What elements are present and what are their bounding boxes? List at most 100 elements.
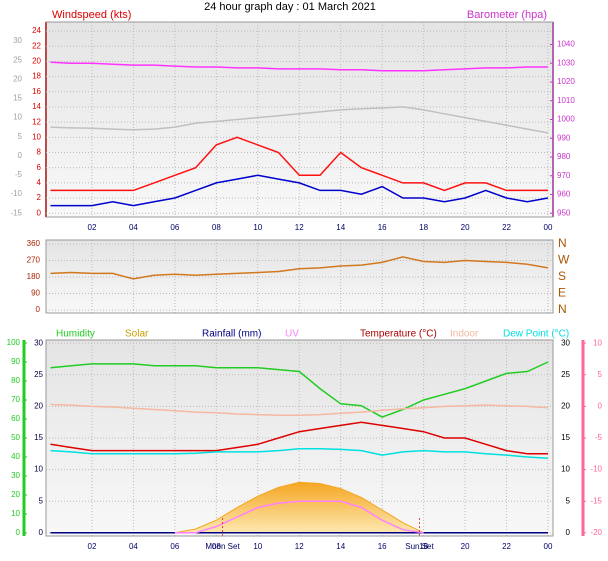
chart-title: 24 hour graph day : 01 March 2021 [204, 1, 376, 13]
x-tick-label: 00 [544, 223, 553, 232]
legend-label: Rainfall (mm) [202, 329, 261, 340]
y-tick-label: 90 [31, 289, 40, 298]
y-tick-label: 5 [39, 496, 44, 505]
y4-tick-label: 10 [561, 465, 570, 474]
y3-tick-label: 10 [11, 509, 20, 518]
y2-tick-label: N [558, 236, 567, 250]
y-tick-label: 30 [34, 338, 43, 347]
y2-tick-label: 1010 [557, 96, 575, 105]
line [174, 500, 424, 534]
y-tick-label: 2 [37, 193, 42, 202]
y2-tick-label: -15 [590, 496, 602, 505]
y3-tick-label: 20 [11, 490, 20, 499]
y-tick-label: 360 [27, 239, 41, 248]
y2-tick-label: 960 [557, 190, 571, 199]
y2-tick-label: -20 [590, 528, 602, 537]
annotation: Sun Set [405, 542, 434, 551]
y-tick-label: 0 [36, 305, 41, 314]
y3-tick-label: -15 [10, 208, 22, 217]
x-tick-label: 00 [544, 542, 553, 551]
plot-frame [45, 21, 554, 218]
y3-tick-label: 60 [11, 414, 20, 423]
y3-tick-label: 100 [7, 338, 21, 347]
y4-tick-label: 30 [561, 338, 570, 347]
y3-tick-label: 20 [13, 74, 22, 83]
x-tick-label: 10 [253, 542, 262, 551]
y-tick-label: 180 [27, 272, 41, 281]
y2-tick-label: 980 [557, 152, 571, 161]
y-tick-label: 24 [32, 26, 41, 35]
y-axis-label: Windspeed (kts) [52, 9, 131, 21]
y2-tick-label: 970 [557, 171, 571, 180]
y4-tick-label: 20 [561, 401, 570, 410]
x-tick-label: 16 [378, 223, 387, 232]
y-tick-label: 6 [37, 163, 42, 172]
x-tick-label: 06 [170, 542, 179, 551]
y3-tick-label: -10 [10, 189, 22, 198]
y3-tick-label: -5 [15, 170, 23, 179]
plot-frame [45, 239, 554, 314]
y3-tick-label: 30 [11, 471, 20, 480]
y-tick-label: 22 [32, 41, 41, 50]
x-tick-label: 22 [502, 542, 511, 551]
y-tick-label: 15 [34, 433, 43, 442]
x-tick-label: 02 [88, 223, 97, 232]
y-tick-label: 14 [32, 102, 41, 111]
x-tick-label: 20 [461, 223, 470, 232]
x-tick-label: 16 [378, 542, 387, 551]
x-tick-label: 12 [295, 223, 304, 232]
y-tick-label: 270 [27, 256, 41, 265]
x-tick-label: 22 [502, 223, 511, 232]
x-tick-label: 02 [88, 542, 97, 551]
y3-tick-label: 10 [13, 113, 22, 122]
line [50, 136, 548, 192]
line [50, 174, 549, 207]
x-tick-label: 04 [129, 223, 138, 232]
y2-tick-label: W [558, 253, 570, 267]
line [50, 421, 548, 455]
y2-tick-label: N [558, 302, 567, 316]
y3-tick-label: 30 [13, 36, 22, 45]
y3-tick-label: 40 [11, 452, 20, 461]
y-tick-label: 0 [37, 208, 42, 217]
x-tick-label: 20 [461, 542, 470, 551]
y3-tick-label: 70 [11, 395, 20, 404]
y3-tick-label: 5 [18, 132, 23, 141]
y3-tick-label: 15 [13, 94, 22, 103]
y-tick-label: 25 [34, 370, 43, 379]
plot-frame [45, 339, 554, 537]
x-tick-label: 18 [419, 542, 428, 551]
line [50, 361, 549, 418]
legend-label: Indoor [450, 329, 479, 340]
x-tick-label: 08 [212, 223, 221, 232]
line [50, 447, 549, 459]
y3-tick-label: 90 [11, 357, 20, 366]
y2-tick-label: -5 [595, 433, 603, 442]
y2-tick-label: 1020 [557, 77, 575, 86]
y3-tick-label: 80 [11, 376, 20, 385]
y-tick-label: 18 [32, 72, 41, 81]
y3-tick-label: 0 [16, 528, 21, 537]
y-tick-label: 12 [32, 117, 41, 126]
legend-label: Humidity [56, 329, 95, 340]
annotation: Moon Set [205, 542, 240, 551]
y2-tick-label: E [558, 286, 566, 300]
y4-tick-label: 5 [566, 496, 571, 505]
y2-tick-label: 10 [593, 338, 602, 347]
y4-tick-label: 0 [566, 528, 571, 537]
y-tick-label: 10 [32, 132, 41, 141]
legend-label: Dew Point (°C) [503, 329, 569, 340]
x-tick-label: 06 [170, 223, 179, 232]
y4-tick-label: 15 [561, 433, 570, 442]
y3-tick-label: 50 [11, 433, 20, 442]
x-tick-label: 08 [212, 542, 221, 551]
line [50, 106, 549, 134]
y2-tick-label: 0 [598, 401, 603, 410]
y-tick-label: 20 [32, 57, 41, 66]
y2-tick-label: 990 [557, 133, 571, 142]
y-tick-label: 10 [34, 465, 43, 474]
line [50, 256, 549, 280]
legend-label: Temperature (°C) [360, 329, 437, 340]
y4-tick-label: 25 [561, 370, 570, 379]
y2-tick-label: 950 [557, 208, 571, 217]
